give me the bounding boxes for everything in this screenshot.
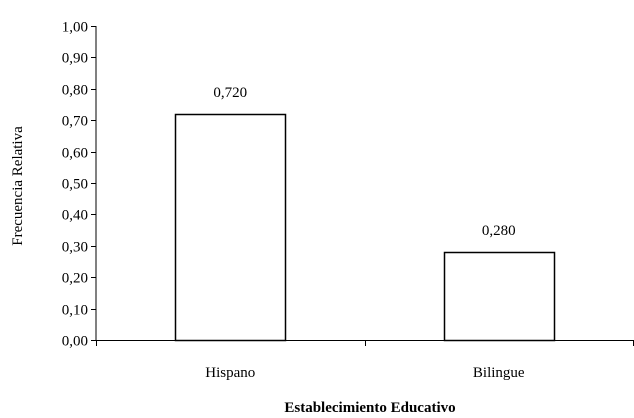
y-tick-label: 0,80	[62, 83, 88, 99]
y-tick-label: 0,50	[62, 177, 88, 193]
data-label-hispano: 0,720	[213, 85, 247, 101]
bar-bilingue	[443, 251, 556, 342]
y-tick-label: 0,60	[62, 146, 88, 162]
y-tick-label: 0,00	[62, 334, 88, 350]
y-tick-label: 0,90	[62, 51, 88, 67]
bars	[174, 113, 556, 342]
y-tick-label: 1,00	[62, 20, 88, 36]
y-axis: 0,00 0,10 0,20 0,30 0,40 0,50 0,60 0,70 0,80 0,90…	[62, 20, 97, 350]
y-tick-label: 0,30	[62, 240, 88, 256]
y-tick-label: 0,20	[62, 271, 88, 287]
y-tick-label: 0,10	[62, 303, 88, 319]
y-tick-label: 0,40	[62, 208, 88, 224]
data-labels: 0,720 0,280	[213, 85, 515, 239]
bar-hispano	[174, 113, 287, 342]
data-label-bilingue: 0,280	[482, 223, 516, 239]
x-axis-title: Establecimiento Educativo	[284, 400, 455, 416]
y-axis-title: Frecuencia Relativa	[10, 126, 26, 246]
y-tick-label: 0,70	[62, 114, 88, 130]
x-tick-label-bilingue: Bilingue	[473, 365, 525, 381]
x-tick-label-hispano: Hispano	[205, 365, 255, 381]
x-axis: Hispano Bilingue	[96, 340, 634, 381]
